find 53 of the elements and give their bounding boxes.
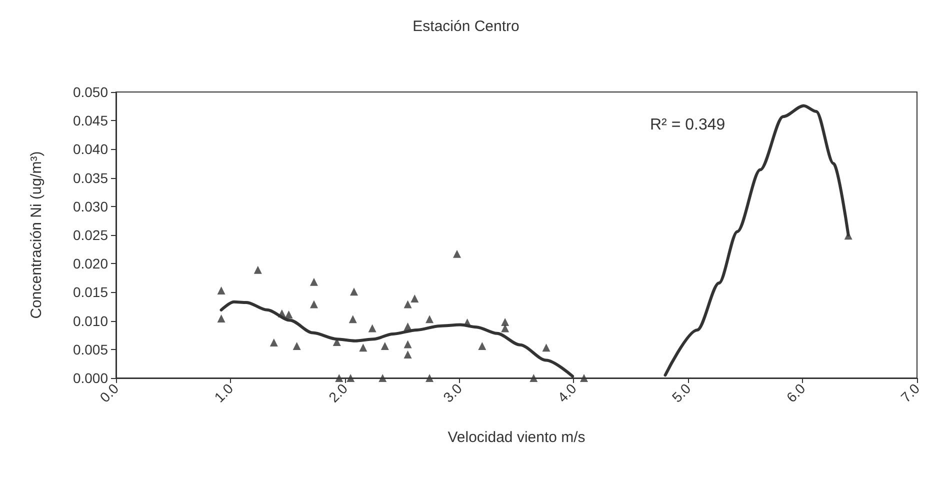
y-tick-label: 0.000 [72, 370, 108, 386]
point [404, 300, 412, 308]
x-axis-title: Velocidad viento m/s [448, 429, 586, 446]
point [542, 344, 550, 352]
x-tick-label: 5.0 [668, 380, 694, 406]
point [284, 310, 293, 319]
point [217, 286, 226, 294]
y-tick-label: 0.045 [72, 112, 108, 129]
point [404, 350, 412, 359]
point [335, 374, 344, 382]
y-axis-title: Concentración Ni (ug/m³) [28, 151, 45, 319]
y-tick-label: 0.005 [72, 341, 108, 358]
point [368, 324, 376, 332]
point [346, 374, 355, 382]
chart-title: Estación Centro [412, 18, 520, 35]
point [359, 344, 368, 352]
point [404, 322, 412, 331]
point [426, 374, 434, 382]
point [426, 315, 434, 324]
annotation: R² = 0.349 [650, 116, 726, 134]
point [310, 300, 318, 308]
x-tick-label: 2.0 [325, 380, 351, 406]
point [380, 342, 389, 350]
y-tick-label: 0.030 [72, 198, 108, 214]
x-tick-label: 1.0 [211, 380, 236, 406]
point [310, 278, 318, 286]
point [348, 315, 357, 324]
y-tick-label: 0.020 [72, 256, 108, 272]
y-tick-label: 0.015 [72, 284, 108, 300]
x-tick-label: 4.0 [554, 380, 580, 406]
point [278, 309, 286, 318]
point [350, 288, 358, 296]
point [580, 374, 588, 382]
point [530, 374, 538, 382]
point [378, 374, 387, 382]
x-tick-label: 7.0 [898, 380, 923, 406]
point [292, 342, 301, 350]
y-tick-label: 0.025 [72, 227, 108, 243]
point [254, 266, 262, 274]
x-tick-label: 3.0 [440, 380, 466, 406]
point [270, 338, 278, 347]
y-tick-label: 0.035 [72, 170, 108, 186]
x-tick-label: 6.0 [783, 380, 808, 406]
point [452, 250, 461, 258]
point [478, 342, 486, 350]
point [410, 294, 419, 302]
y-tick-label: 0.010 [72, 312, 108, 329]
point [217, 314, 226, 323]
y-tick-label: 0.040 [72, 141, 108, 158]
point [404, 340, 412, 348]
point [501, 318, 510, 326]
y-tick-label: 0.050 [72, 84, 108, 100]
point [501, 324, 510, 332]
